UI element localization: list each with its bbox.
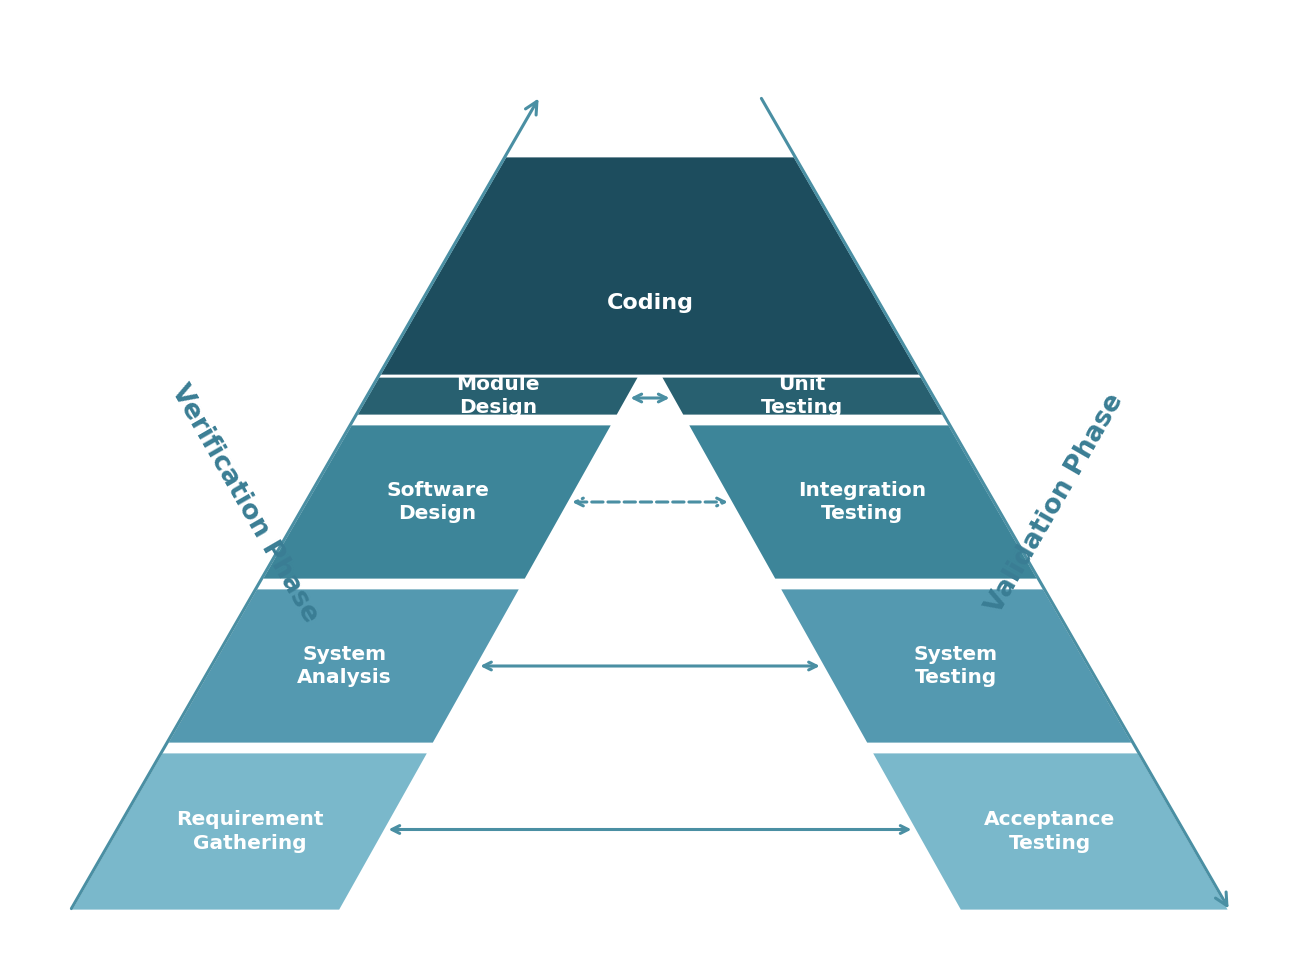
Text: Integration
Testing: Integration Testing bbox=[798, 481, 927, 524]
Text: Software
Design: Software Design bbox=[386, 481, 489, 524]
Polygon shape bbox=[871, 752, 1230, 911]
Text: Validation Phase: Validation Phase bbox=[982, 389, 1128, 618]
Text: Acceptance
Testing: Acceptance Testing bbox=[984, 810, 1115, 853]
Text: System
Analysis: System Analysis bbox=[296, 644, 391, 687]
Polygon shape bbox=[660, 376, 945, 416]
Polygon shape bbox=[779, 588, 1134, 744]
Text: Requirement
Gathering: Requirement Gathering bbox=[177, 810, 324, 853]
Polygon shape bbox=[686, 424, 1039, 580]
Text: Unit
Testing: Unit Testing bbox=[760, 375, 844, 417]
Polygon shape bbox=[355, 376, 640, 416]
Text: Verification Phase: Verification Phase bbox=[166, 380, 324, 627]
Text: System
Testing: System Testing bbox=[914, 644, 997, 687]
Polygon shape bbox=[70, 752, 429, 911]
Text: Module
Design: Module Design bbox=[456, 375, 540, 417]
Polygon shape bbox=[261, 424, 614, 580]
Polygon shape bbox=[166, 588, 521, 744]
Polygon shape bbox=[378, 156, 922, 376]
Text: Coding: Coding bbox=[607, 293, 693, 313]
